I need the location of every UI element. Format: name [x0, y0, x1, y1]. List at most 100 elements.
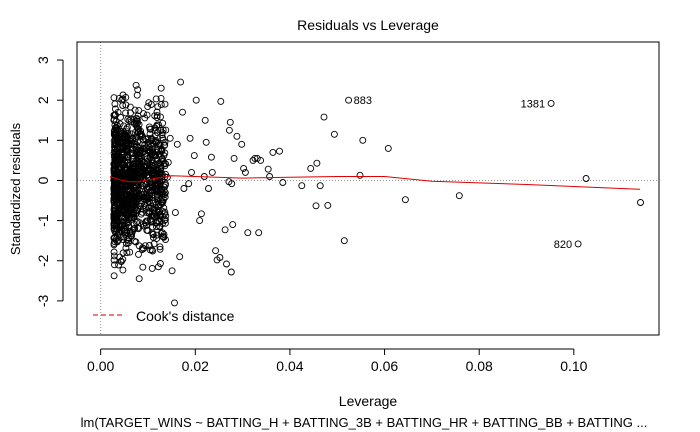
residual-point [148, 218, 156, 226]
residual-point [202, 138, 210, 146]
residual-point [111, 183, 118, 190]
residual-point [141, 168, 149, 176]
residual-point [133, 148, 141, 156]
residual-point [205, 185, 212, 192]
y-tick-label: 0 [35, 176, 51, 184]
residual-point [116, 253, 124, 261]
residual-point [135, 250, 142, 258]
residual-point [115, 228, 123, 236]
residual-point [157, 94, 165, 102]
residual-point [116, 120, 124, 128]
residual-point [229, 221, 237, 229]
residual-point [118, 199, 126, 207]
residual-point [125, 117, 133, 125]
residual-point [127, 134, 135, 142]
residual-point [307, 164, 315, 172]
residual-point [345, 96, 353, 104]
residual-point [110, 160, 118, 168]
residual-point [240, 164, 248, 172]
residual-point [197, 210, 205, 218]
residual-point [126, 248, 134, 256]
residual-point [330, 130, 338, 138]
residual-point [208, 168, 216, 176]
residual-point [131, 166, 139, 174]
residual-point [130, 142, 138, 150]
residual-point [320, 113, 328, 121]
residual-point [145, 242, 153, 249]
residual-point [340, 237, 348, 245]
residual-point [188, 168, 195, 176]
residual-point [152, 223, 160, 230]
x-tick-label: 0.04 [276, 358, 303, 374]
residual-point [226, 118, 234, 126]
residual-point [110, 252, 118, 260]
residual-point [144, 174, 152, 181]
residual-point [148, 150, 155, 158]
residual-point [401, 196, 409, 204]
residual-point [185, 180, 193, 188]
residual-point [123, 124, 131, 132]
residual-point [269, 148, 277, 156]
residual-point [159, 119, 167, 127]
residual-point [112, 210, 120, 218]
residual-point [356, 171, 364, 179]
residual-point [158, 190, 166, 198]
residual-point [171, 299, 178, 307]
residual-point [110, 207, 118, 214]
residual-point [141, 114, 149, 122]
residual-point [128, 232, 136, 240]
residual-point [136, 156, 144, 163]
residual-point [120, 144, 128, 152]
residual-point [359, 136, 367, 144]
residual-point [121, 136, 129, 144]
residual-point [134, 207, 141, 215]
residual-point [151, 138, 159, 146]
residual-point [110, 272, 118, 280]
residual-point [149, 230, 157, 238]
residual-point [162, 212, 170, 220]
residual-point [148, 157, 156, 165]
residual-point [123, 236, 131, 244]
residual-point [115, 94, 123, 102]
residual-point [133, 91, 141, 99]
residual-point [145, 144, 153, 152]
residual-point [128, 130, 135, 138]
residual-point [124, 115, 132, 123]
residual-point [139, 220, 147, 228]
x-tick-label: 0.02 [182, 358, 209, 374]
residual-point [217, 97, 225, 105]
residual-point [146, 148, 154, 156]
residual-point [135, 275, 143, 283]
residual-point [117, 194, 124, 202]
residual-point [257, 156, 265, 164]
residual-point [244, 229, 252, 237]
residual-point [125, 214, 132, 222]
residual-point [152, 95, 160, 103]
residual-point [111, 111, 119, 119]
residual-point [227, 268, 235, 276]
loess-smoother [109, 175, 641, 190]
residual-point [139, 244, 147, 252]
residual-point [138, 193, 146, 201]
residual-point [173, 140, 181, 148]
residual-point [171, 209, 179, 217]
residual-point [116, 180, 124, 188]
residual-point [118, 130, 126, 138]
x-tick-label: 0.00 [87, 358, 114, 374]
residual-point [138, 208, 146, 216]
residual-point [142, 169, 150, 177]
residual-point [113, 234, 120, 242]
residual-point [160, 152, 168, 160]
y-tick-label: -2 [35, 254, 51, 267]
residual-point [160, 230, 168, 238]
plot-frame [76, 41, 660, 336]
residual-point [145, 209, 153, 217]
residual-point [110, 167, 118, 175]
residual-point [125, 237, 133, 245]
residual-point [122, 109, 130, 117]
residual-point [153, 108, 161, 116]
residual-point [124, 158, 132, 166]
residual-point [241, 168, 249, 176]
residual-point [132, 218, 140, 226]
residual-point [196, 217, 204, 225]
